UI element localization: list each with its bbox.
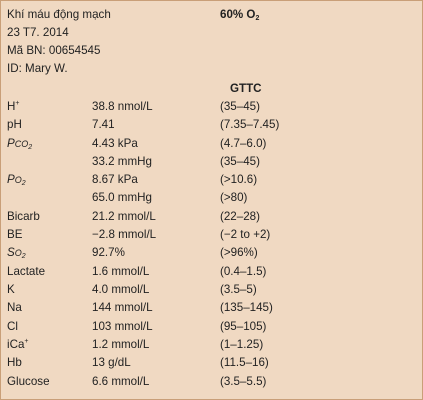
result-value: −2.8 mmol/L — [92, 228, 157, 241]
reference-range: (3.5–5.5) — [220, 375, 267, 388]
result-value: 6.6 mmol/L — [92, 375, 150, 388]
analyte-label: iCa+ — [7, 338, 29, 351]
analyte-label: PO2 — [7, 173, 26, 187]
result-value: 38.8 nmol/L — [92, 100, 153, 113]
result-value: 144 mmol/L — [92, 301, 153, 314]
result-value: 4.0 mmol/L — [92, 283, 150, 296]
analyte-label: SO2 — [7, 246, 26, 260]
result-value: 92.7% — [92, 246, 125, 259]
reference-range: (7.35–7.45) — [220, 118, 280, 131]
result-value: 21.2 mmol/L — [92, 210, 156, 223]
result-value: 13 g/dL — [92, 356, 131, 369]
analyte-label: H+ — [7, 100, 20, 113]
reference-range: (1–1.25) — [220, 338, 264, 351]
analyte-label: Cl — [7, 320, 18, 333]
analyte-label: K — [7, 283, 15, 296]
reference-range: (11.5–16) — [220, 356, 269, 369]
report-title: Khí máu động mạch — [7, 8, 111, 21]
result-value: 1.6 mmol/L — [92, 265, 150, 278]
result-value: 8.67 kPa — [92, 173, 138, 186]
analyte-label: PCO2 — [7, 137, 33, 151]
report-date: 23 T7. 2014 — [7, 26, 69, 39]
analyte-label: Glucose — [7, 375, 50, 388]
analyte-label: Hb — [7, 356, 22, 369]
reference-range: (3.5–5) — [220, 283, 257, 296]
result-value: 33.2 mmHg — [92, 155, 152, 168]
reference-range: (>96%) — [220, 246, 258, 259]
reference-range: (>10.6) — [220, 173, 258, 186]
analyte-label: Bicarb — [7, 210, 40, 223]
reference-range: (135–145) — [220, 301, 273, 314]
result-value: 4.43 kPa — [92, 137, 138, 150]
result-value: 7.41 — [92, 118, 115, 131]
oxygen-label: 60% O2 — [220, 8, 260, 22]
result-value: 1.2 mmol/L — [92, 338, 150, 351]
reference-range: (0.4–1.5) — [220, 265, 267, 278]
result-value: 103 mmol/L — [92, 320, 153, 333]
reference-range: (35–45) — [220, 155, 260, 168]
analyte-label: BE — [7, 228, 23, 241]
reference-range: (95–105) — [220, 320, 267, 333]
reference-range-header: GTTC — [230, 82, 262, 95]
reference-range: (−2 to +2) — [220, 228, 271, 241]
reference-range: (>80) — [220, 191, 248, 204]
analyte-label: Lactate — [7, 265, 46, 278]
analyte-label: pH — [7, 118, 22, 131]
patient-number: Mã BN: 00654545 — [7, 44, 101, 57]
patient-id: ID: Mary W. — [7, 62, 68, 75]
reference-range: (35–45) — [220, 100, 260, 113]
reference-range: (22–28) — [220, 210, 260, 223]
reference-range: (4.7–6.0) — [220, 137, 267, 150]
result-value: 65.0 mmHg — [92, 191, 152, 204]
analyte-label: Na — [7, 301, 22, 314]
